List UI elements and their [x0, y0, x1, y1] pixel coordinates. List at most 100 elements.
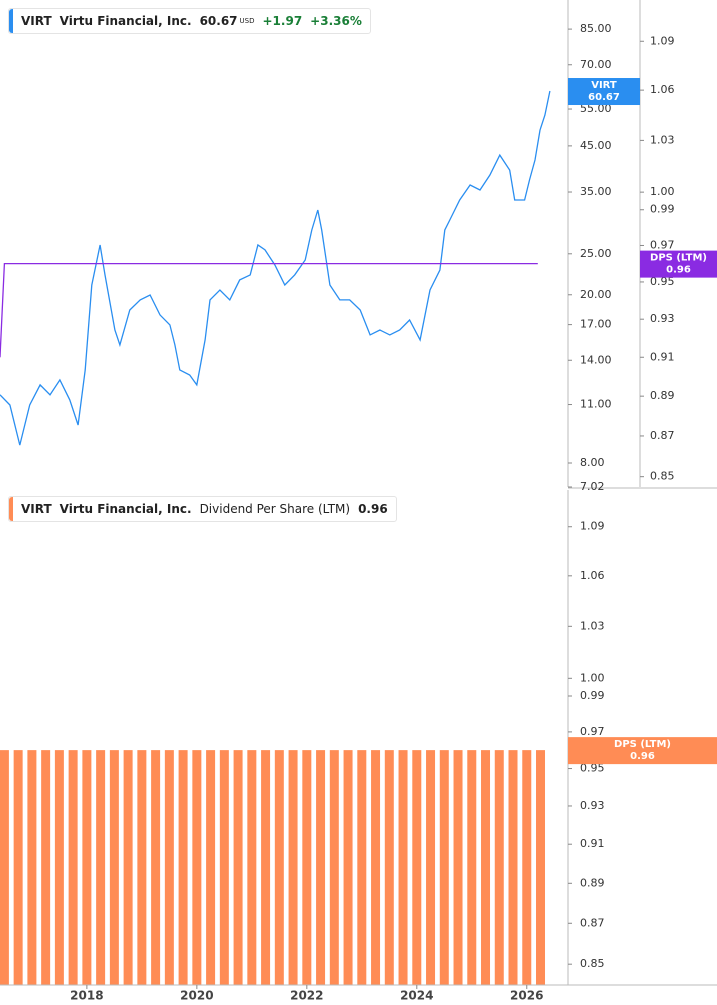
tag-value: 60.67: [588, 92, 620, 103]
y-tick-label: 0.95: [650, 275, 675, 288]
bar: [261, 750, 271, 985]
y-tick-label: 0.99: [650, 203, 675, 216]
ticker: VIRT: [21, 14, 52, 28]
y-tick-label: 0.97: [650, 238, 675, 251]
bar: [494, 750, 504, 985]
y-tick-label: 1.09: [650, 34, 675, 47]
y-tick-label: 1.09: [580, 520, 605, 533]
bar: [206, 750, 216, 985]
bar: [27, 750, 37, 985]
series-line: [0, 90, 551, 446]
price-tag: [640, 250, 717, 278]
y-tick-label: 1.03: [580, 619, 605, 632]
x-tick-label: 2018: [70, 989, 103, 1003]
bar: [178, 750, 188, 985]
bar: [439, 750, 449, 985]
x-tick-label: 2024: [400, 989, 433, 1003]
x-tick-label: 2022: [290, 989, 323, 1003]
bar: [123, 750, 133, 985]
y-tick-label: 25.00: [580, 247, 612, 260]
y-tick-label: 0.89: [580, 876, 605, 889]
y-tick-label: 1.03: [650, 133, 675, 146]
price-legend: VIRT Virtu Financial, Inc. 60.67 USD +1.…: [8, 8, 371, 34]
change: +1.97: [262, 14, 303, 28]
bar: [398, 750, 408, 985]
x-tick-label: 2026: [510, 989, 543, 1003]
bar: [96, 750, 106, 985]
chart-title: Dividend Per Share (LTM): [199, 502, 351, 516]
y-tick-label: 8.00: [580, 456, 605, 469]
bar: [343, 750, 353, 985]
y-tick-label: 14.00: [580, 353, 612, 366]
bar: [371, 750, 381, 985]
tag-name: VIRT: [591, 80, 617, 91]
bar: [329, 750, 339, 985]
bar: [54, 750, 64, 985]
bar: [536, 750, 546, 985]
y-tick-label: 0.85: [580, 957, 605, 970]
bar: [41, 750, 51, 985]
y-tick-label: 1.00: [580, 671, 605, 684]
legend-swatch: [9, 9, 13, 33]
y-tick-label: 85.00: [580, 22, 612, 35]
bar: [426, 750, 436, 985]
bar: [384, 750, 394, 985]
last-price: 60.67: [199, 14, 238, 28]
bar: [274, 750, 284, 985]
bar: [137, 750, 147, 985]
y-tick-label: 0.95: [580, 762, 605, 775]
tag-value: 0.96: [666, 265, 691, 276]
y-tick-label: 55.00: [580, 102, 612, 115]
bar: [0, 750, 9, 985]
tag-name: DPS (LTM): [650, 253, 707, 264]
bar: [412, 750, 422, 985]
y-tick-label: 70.00: [580, 58, 612, 71]
bar: [481, 750, 491, 985]
y-tick-label: 35.00: [580, 185, 612, 198]
x-tick-label: 2020: [180, 989, 213, 1003]
company: Virtu Financial, Inc.: [59, 14, 192, 28]
y-tick-label: 45.00: [580, 139, 612, 152]
bar: [453, 750, 463, 985]
y-tick-label: 0.89: [650, 389, 675, 402]
bar: [82, 750, 92, 985]
bar: [233, 750, 243, 985]
y-tick-label: 20.00: [580, 288, 612, 301]
last-dps: 0.96: [358, 502, 388, 516]
y-tick-label: 0.93: [580, 799, 605, 812]
bar: [164, 750, 174, 985]
y-tick-label: 17.00: [580, 318, 612, 331]
bar: [151, 750, 161, 985]
y-tick-label: 1.06: [580, 569, 605, 582]
y-tick-label: 0.91: [580, 837, 605, 850]
bar: [109, 750, 119, 985]
tag-value: 0.96: [630, 751, 655, 762]
bar: [68, 750, 78, 985]
y-tick-label: 0.85: [650, 470, 675, 483]
ticker: VIRT: [21, 502, 52, 516]
bar: [467, 750, 477, 985]
bar: [219, 750, 229, 985]
y-tick-label: 1.06: [650, 83, 675, 96]
bar: [302, 750, 312, 985]
bar: [13, 750, 23, 985]
price-tag: [568, 737, 717, 765]
company: Virtu Financial, Inc.: [59, 502, 192, 516]
y-tick-label: 0.87: [580, 916, 605, 929]
tag-name: DPS (LTM): [614, 739, 671, 750]
bar: [316, 750, 326, 985]
change-pct: +3.36%: [310, 14, 362, 28]
bar: [357, 750, 367, 985]
price-tag: [568, 78, 640, 106]
y-tick-label: 0.99: [580, 689, 605, 702]
bar: [192, 750, 202, 985]
bar: [508, 750, 518, 985]
y-tick-label: 1.00: [650, 185, 675, 198]
y-tick-label: 11.00: [580, 398, 612, 411]
series-line: [0, 262, 538, 358]
y-tick-label: 0.91: [650, 350, 675, 363]
y-tick-label: 0.87: [650, 429, 675, 442]
y-tick-label: 0.97: [580, 725, 605, 738]
